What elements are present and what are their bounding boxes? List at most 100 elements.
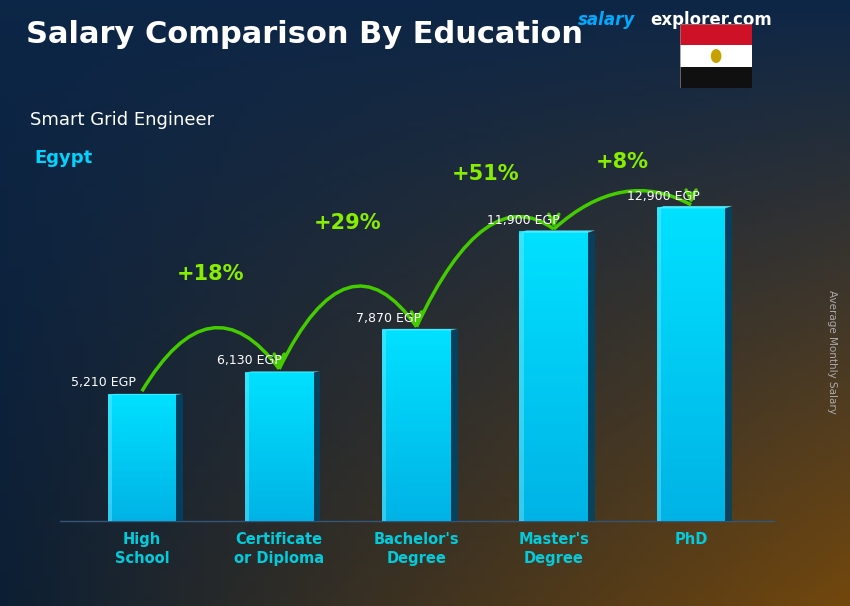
Bar xyxy=(657,311,725,318)
Bar xyxy=(382,333,450,337)
Bar xyxy=(108,409,176,411)
Bar xyxy=(519,395,588,401)
Bar xyxy=(382,447,450,451)
Bar xyxy=(108,459,176,462)
Bar xyxy=(108,462,176,464)
Bar xyxy=(245,513,314,516)
Bar xyxy=(657,400,725,407)
Bar xyxy=(382,377,450,381)
Bar xyxy=(108,426,176,428)
Bar xyxy=(108,395,111,521)
Bar xyxy=(519,265,588,271)
Bar xyxy=(657,483,725,490)
Text: +51%: +51% xyxy=(451,164,519,184)
Bar xyxy=(245,419,314,422)
Text: 11,900 EGP: 11,900 EGP xyxy=(487,215,560,227)
Bar xyxy=(382,482,450,486)
Bar xyxy=(519,313,588,319)
Bar xyxy=(108,396,176,399)
Bar xyxy=(382,390,450,394)
Bar xyxy=(657,348,725,355)
Bar xyxy=(176,395,183,521)
Bar xyxy=(657,514,725,521)
Bar xyxy=(245,411,314,415)
Bar xyxy=(108,508,176,511)
Bar xyxy=(519,399,588,406)
Bar xyxy=(108,399,176,401)
Bar xyxy=(519,443,588,449)
Text: Egypt: Egypt xyxy=(34,148,93,167)
Bar xyxy=(519,260,588,267)
Bar xyxy=(108,518,176,521)
Bar xyxy=(245,498,314,501)
Bar xyxy=(657,290,725,297)
Bar xyxy=(519,486,588,492)
Bar xyxy=(657,316,725,323)
Bar xyxy=(245,372,314,375)
Bar xyxy=(108,458,176,460)
Bar xyxy=(382,501,450,505)
Bar xyxy=(108,402,176,405)
Bar xyxy=(108,476,176,479)
Bar xyxy=(519,376,588,382)
Bar xyxy=(519,409,588,415)
Bar xyxy=(519,342,588,348)
Bar xyxy=(382,485,450,490)
Bar xyxy=(657,222,725,229)
Bar xyxy=(519,294,588,300)
Text: explorer.com: explorer.com xyxy=(650,11,772,29)
Polygon shape xyxy=(519,230,595,233)
Bar xyxy=(519,233,524,521)
Bar xyxy=(245,404,314,407)
Bar xyxy=(382,504,450,508)
Bar xyxy=(382,453,450,458)
Bar xyxy=(108,395,176,397)
Bar xyxy=(382,371,450,375)
Bar xyxy=(657,270,725,276)
Bar xyxy=(245,439,314,442)
Bar xyxy=(245,466,314,469)
Bar xyxy=(108,447,176,450)
Bar xyxy=(245,407,314,410)
Bar xyxy=(108,491,176,494)
Bar xyxy=(382,374,450,378)
Bar xyxy=(245,421,314,425)
Bar xyxy=(108,422,176,424)
Bar xyxy=(519,371,588,377)
Bar xyxy=(519,241,588,247)
Bar xyxy=(519,327,588,334)
Bar xyxy=(245,377,314,380)
Bar xyxy=(519,284,588,290)
Bar xyxy=(382,339,450,343)
Bar xyxy=(657,389,725,396)
Bar xyxy=(382,514,450,518)
Bar xyxy=(519,428,588,435)
Bar xyxy=(108,415,176,418)
Bar xyxy=(382,422,450,426)
Bar xyxy=(245,409,314,412)
Bar xyxy=(657,410,725,417)
Bar xyxy=(519,351,588,358)
Bar xyxy=(519,457,588,464)
Bar xyxy=(108,435,176,437)
Bar xyxy=(657,509,725,516)
Bar xyxy=(245,493,314,496)
Bar xyxy=(108,438,176,441)
Bar xyxy=(245,488,314,491)
Bar xyxy=(519,245,588,252)
Bar xyxy=(519,366,588,372)
Bar xyxy=(245,444,314,447)
Bar xyxy=(382,396,450,401)
Bar xyxy=(680,45,752,67)
Bar xyxy=(382,358,450,362)
Bar xyxy=(519,381,588,387)
Bar xyxy=(519,476,588,483)
Bar xyxy=(382,387,450,391)
Bar xyxy=(382,469,450,473)
Bar xyxy=(657,285,725,292)
Bar xyxy=(108,464,176,467)
Bar xyxy=(108,485,176,487)
Bar xyxy=(108,498,176,500)
Bar xyxy=(519,322,588,329)
Bar xyxy=(519,510,588,516)
